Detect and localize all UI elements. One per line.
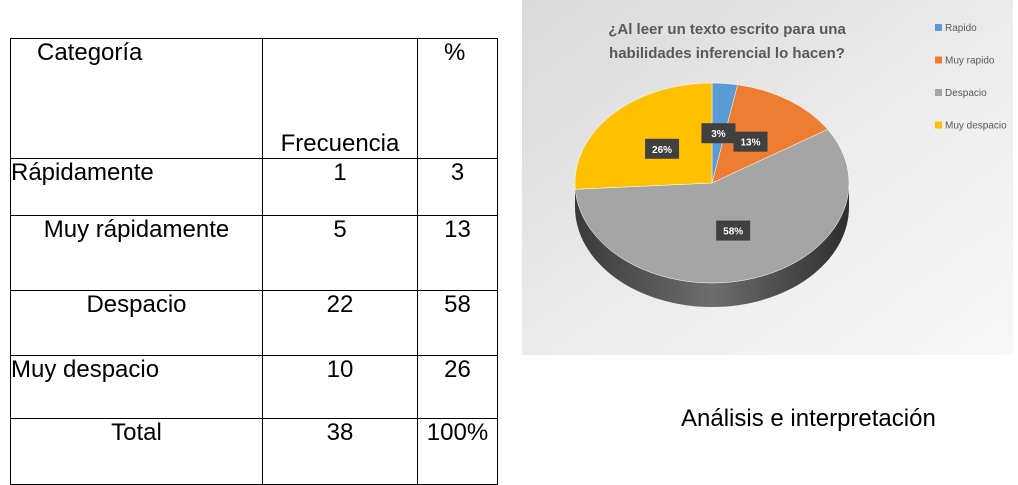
table-cell: Despacio [10, 290, 263, 356]
pie-slice [574, 82, 713, 190]
table-cell: 100% [417, 418, 498, 485]
chart: ¿Al leer un texto escrito para una habili… [522, 0, 1013, 355]
table-cell: 5 [262, 215, 418, 291]
table-cell: 26 [417, 355, 498, 419]
data-label: 58% [723, 227, 743, 238]
table-cell: 3 [417, 158, 498, 216]
table-row: Muy despacio 10 26 [10, 355, 498, 419]
legend-swatch [935, 89, 942, 96]
table-body: Categoría Frecuencia% Rápidamente 1 3 Muy ráp… [10, 38, 498, 485]
data-label-box [733, 131, 768, 152]
legend-label: Muy rapido [945, 56, 995, 67]
caption: Análisis e interpretación [681, 405, 936, 432]
legend-label: Despacio [945, 88, 987, 99]
chart-title: ¿Al leer un texto escrito para una habili… [608, 21, 846, 62]
legend-swatch [935, 121, 942, 129]
legend-label: Rapido [945, 23, 977, 34]
header-cell: % [417, 38, 498, 159]
data-label: 13% [740, 138, 760, 149]
pie-slice [711, 84, 829, 184]
table-cell: 10 [262, 355, 418, 419]
table-cell: 58 [417, 290, 498, 356]
header-row: Categoría Frecuencia% [10, 38, 498, 159]
table-cell: Total [10, 418, 263, 485]
table-row: Rápidamente 1 3 [10, 158, 498, 216]
data-label: 3% [711, 129, 726, 140]
legend-swatch [935, 56, 942, 64]
header-cell: Categoría [10, 38, 263, 159]
table-cell: Muy rápidamente [10, 215, 263, 291]
table-cell: 13 [417, 215, 498, 291]
data-label: 26% [652, 145, 672, 156]
table-cell: Muy despacio [10, 355, 263, 419]
data-label-box [645, 138, 680, 159]
legend-swatch [935, 24, 942, 31]
data-label-box [716, 220, 751, 241]
data-table: Categoría Frecuencia% Rápidamente 1 3 Muy ráp… [10, 38, 498, 485]
table-cell: Rápidamente [10, 158, 263, 216]
table-row: Despacio 22 58 [10, 290, 498, 356]
data-label-box [701, 123, 736, 144]
pie-slice [574, 129, 850, 284]
table-row: Muy rápidamente 5 13 [10, 215, 498, 291]
table-cell: 22 [262, 290, 418, 356]
table-cell: 38 [262, 418, 418, 485]
table-row: Total 38 100% [10, 418, 498, 485]
table-cell: 1 [262, 158, 418, 216]
legend-label: Muy despacio [945, 121, 1007, 132]
pie-side [575, 183, 849, 307]
header-cell: Frecuencia [262, 38, 418, 159]
